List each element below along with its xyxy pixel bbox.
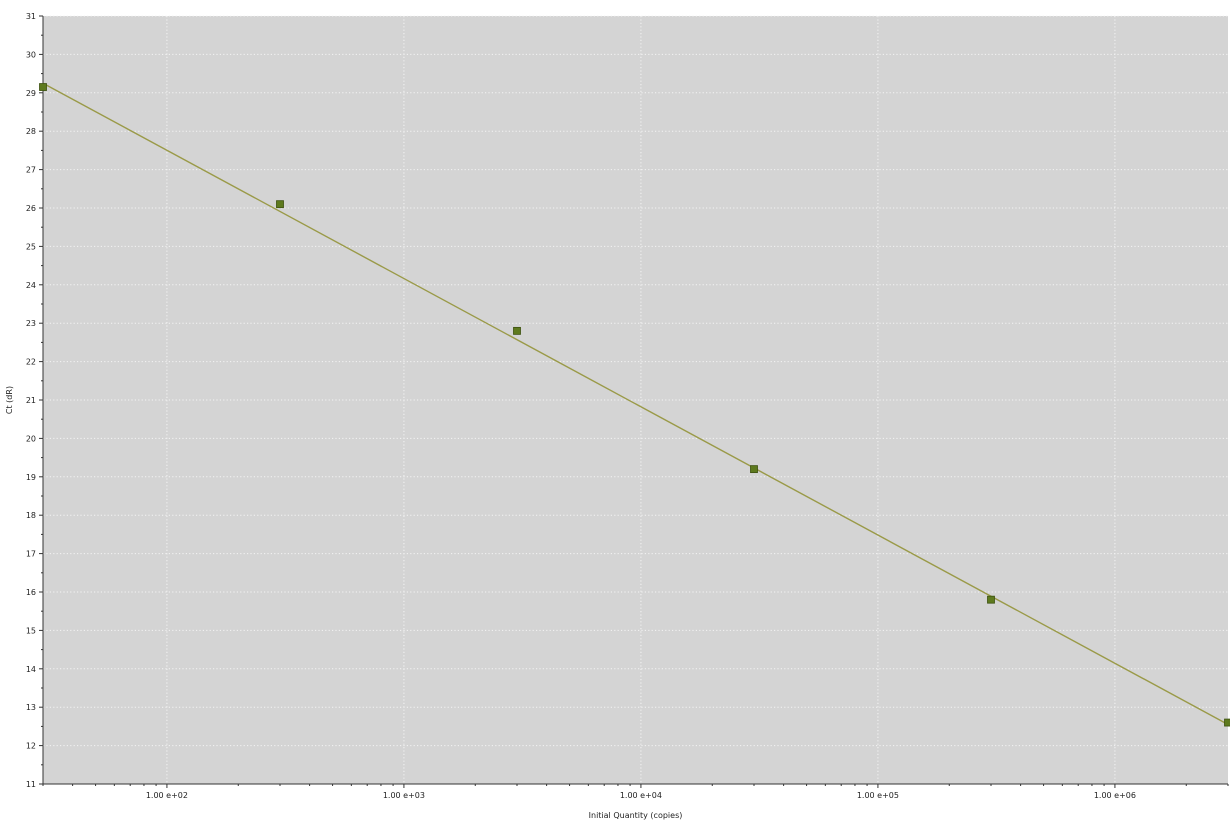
y-tick-label: 15	[26, 626, 36, 635]
y-tick-label: 23	[26, 319, 36, 328]
y-tick-label: 30	[26, 50, 36, 59]
y-tick-label: 27	[26, 166, 36, 175]
y-tick-label: 20	[26, 434, 36, 443]
y-tick-label: 12	[26, 742, 36, 751]
data-point	[513, 326, 521, 335]
y-tick-label: 24	[26, 281, 36, 290]
y-axis-title: Ct (dR)	[5, 386, 14, 414]
trend-line	[42, 82, 1229, 726]
y-tick-label: 26	[26, 204, 36, 213]
y-tick-label: 11	[26, 780, 36, 789]
y-tick-label: 19	[26, 473, 36, 482]
data-point	[39, 83, 47, 91]
y-tick-label: 28	[26, 127, 36, 136]
x-tick-label: 1.00 e+04	[620, 791, 662, 800]
y-tick-label: 13	[26, 703, 36, 712]
y-tick-label: 14	[26, 665, 36, 674]
x-ticks: 1.00 e+02 1.00 e+03 1.00 e+04 1.00 e+05 1.00…	[42, 784, 1229, 800]
y-tick-label: 29	[26, 89, 36, 98]
x-axis-title: Initial Quantity (copies)	[589, 811, 683, 820]
data-point	[750, 465, 758, 474]
data-point	[987, 595, 995, 604]
data-point	[276, 200, 284, 209]
y-tick-label: 22	[26, 358, 36, 367]
y-tick-label: 25	[26, 242, 36, 251]
x-tick-label: 1.00 e+02	[146, 791, 188, 800]
x-tick-label: 1.00 e+03	[383, 791, 425, 800]
y-tick-label: 17	[26, 550, 36, 559]
y-tick-label: 21	[26, 396, 36, 405]
data-point	[1224, 718, 1230, 727]
x-tick-label: 1.00 e+05	[857, 791, 899, 800]
data-points	[39, 83, 1230, 727]
y-tick-label: 16	[26, 588, 36, 597]
y-ticks: 11 12 13 14 15 16 17 18 19 20 21 22 23 24 25 26 27 28 29 30…	[26, 12, 43, 789]
grid	[43, 15, 1228, 785]
x-tick-label: 1.00 e+06	[1094, 791, 1136, 800]
y-tick-label: 18	[26, 511, 36, 520]
y-tick-label: 31	[26, 12, 36, 21]
